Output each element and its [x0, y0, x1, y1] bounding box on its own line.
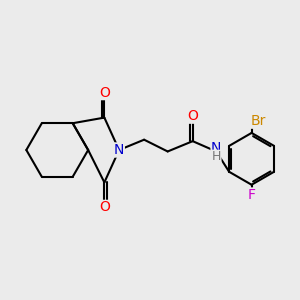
Text: F: F	[248, 188, 256, 202]
Text: H: H	[212, 150, 221, 163]
Text: N: N	[114, 143, 124, 157]
Text: O: O	[99, 85, 110, 100]
Text: Br: Br	[250, 114, 266, 128]
Text: N: N	[211, 141, 221, 155]
Text: O: O	[99, 200, 110, 214]
Text: O: O	[187, 109, 198, 123]
